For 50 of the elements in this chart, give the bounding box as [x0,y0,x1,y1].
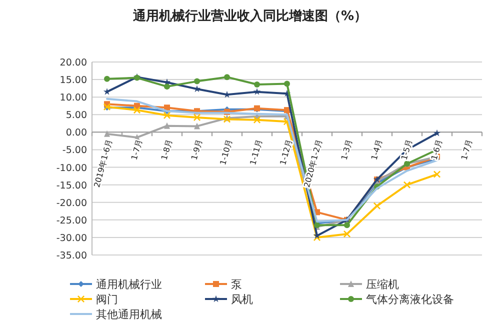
x-tick-label: 1-7月 [460,138,474,162]
x-tick-label: 1-4月 [370,138,384,162]
point [104,76,110,82]
legend-label: 阀门 [96,293,118,306]
point [374,202,380,210]
y-tick-label: -15.00 [56,180,87,192]
point [404,181,410,188]
point [194,78,200,84]
point [104,130,110,137]
point [164,112,170,119]
y-tick-label: -35.00 [56,250,87,262]
x-tick-label: 1-11月 [248,138,264,166]
legend-label: 泵 [231,278,242,291]
point [224,74,230,80]
point [344,222,350,228]
legend-label: 其他通用机械 [96,308,162,321]
y-tick-label: 20.00 [60,58,87,68]
point [253,88,261,95]
y-tick-label: 10.00 [60,92,87,104]
y-tick-label: -30.00 [56,232,87,244]
legend-label: 气体分离液化设备 [366,293,454,306]
x-tick-label: 1-3月 [340,138,354,162]
x-tick-label: 1-12月 [278,138,294,166]
x-tick-label: 1-5月 [400,138,414,162]
x-tick-label: 1-8月 [160,138,174,162]
point [254,116,260,124]
y-tick-label: 15.00 [60,75,87,86]
point [254,81,260,88]
y-tick-label: -20.00 [56,198,87,209]
chart-title: 通用机械行业营业收入同比增速图（%） [132,8,368,24]
y-tick-label: -25.00 [56,215,87,226]
y-tick-label: 0.00 [66,128,87,139]
point [284,80,290,87]
point [194,122,200,130]
legend-label: 风机 [231,293,253,306]
x-tick-label: 1-7月 [130,138,144,162]
point [164,84,170,90]
x-tick-label: 2020年1-2月 [302,138,324,188]
point [434,170,440,178]
x-tick-label: 2019年1-6月 [92,138,114,188]
legend-label: 通用机械行业 [96,278,162,291]
x-tick-label: 1-10月 [218,138,234,166]
y-tick-label: 5.00 [66,110,87,122]
point [433,129,441,136]
x-tick-label: 1-9月 [190,138,204,162]
x-tick-label: 1-6月 [430,138,444,162]
y-tick-label: -5.00 [62,145,87,156]
point [164,122,170,129]
y-tick-label: -10.00 [56,162,87,174]
legend-label: 压缩机 [366,278,399,291]
